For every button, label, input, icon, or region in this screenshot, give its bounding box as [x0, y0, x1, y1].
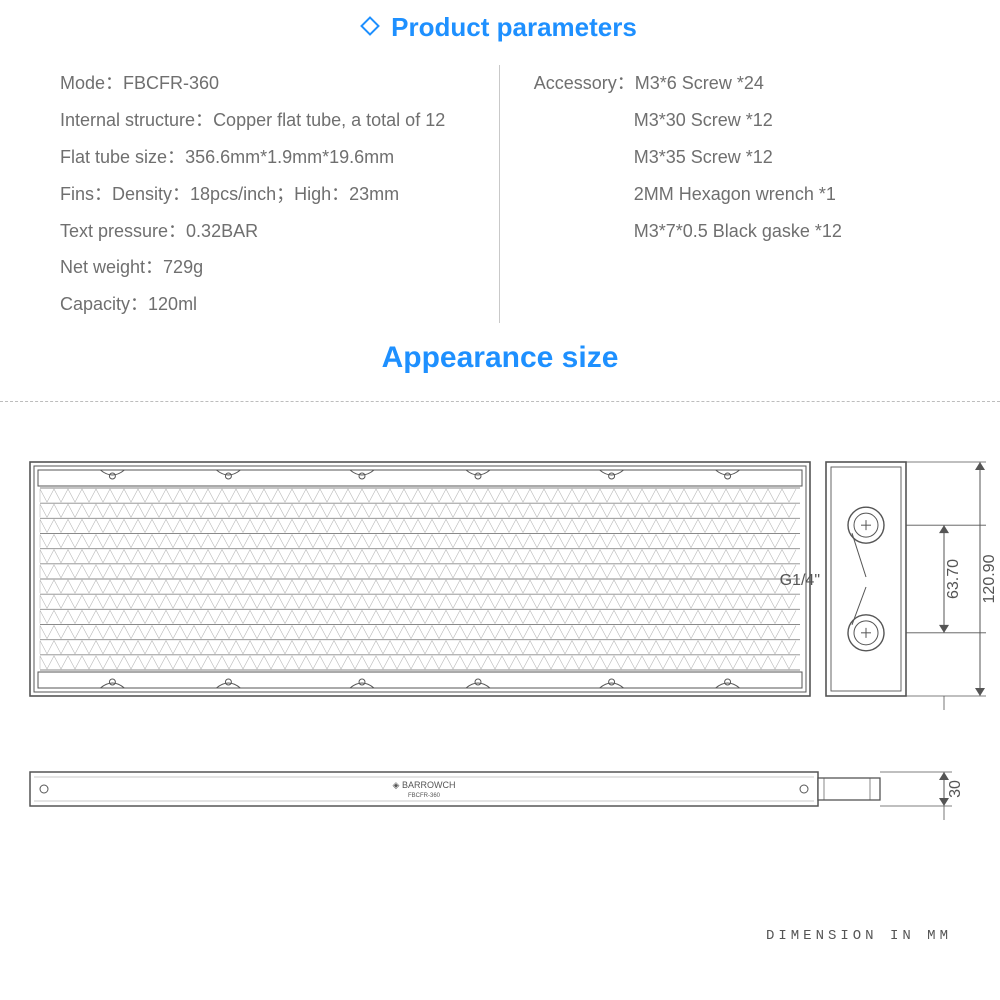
value: 729g: [163, 257, 203, 277]
label: Internal structure：: [60, 110, 213, 130]
svg-text:30: 30: [947, 780, 964, 798]
spec-accessory: Accessory：M3*6 Screw *24: [534, 65, 940, 102]
value: FBCFR-360: [123, 73, 219, 93]
value: 120ml: [148, 294, 197, 314]
spec-internal: Internal structure：Copper flat tube, a t…: [60, 102, 499, 139]
spec-mode: Mode：FBCFR-360: [60, 65, 499, 102]
params-left-column: Mode：FBCFR-360 Internal structure：Copper…: [60, 65, 499, 323]
accessory-item: M3*35 Screw *12: [534, 139, 940, 176]
label: Net weight：: [60, 257, 163, 277]
label: Fins：: [60, 184, 112, 204]
value: M3*30 Screw *12: [634, 110, 773, 130]
spec-fins: Fins：Density：18pcs/inch；High：23mm: [60, 176, 499, 213]
svg-text:63.70: 63.70: [945, 559, 962, 599]
spec-pressure: Text pressure：0.32BAR: [60, 213, 499, 250]
appearance-title: Appearance size: [0, 341, 1000, 375]
spec-weight: Net weight：729g: [60, 249, 499, 286]
value: M3*35 Screw *12: [634, 147, 773, 167]
value: 2MM Hexagon wrench *1: [634, 184, 836, 204]
spec-flat: Flat tube size：356.6mm*1.9mm*19.6mm: [60, 139, 499, 176]
spec-capacity: Capacity：120ml: [60, 286, 499, 323]
header-title: Product parameters: [391, 12, 637, 42]
value: 0.32BAR: [186, 221, 258, 241]
value: 356.6mm*1.9mm*19.6mm: [185, 147, 394, 167]
accessory-item: M3*30 Screw *12: [534, 102, 940, 139]
svg-text:FBCFR-360: FBCFR-360: [408, 793, 441, 799]
value: Copper flat tube, a total of 12: [213, 110, 445, 130]
svg-text:120.90: 120.90: [981, 555, 998, 604]
accessory-item: M3*7*0.5 Black gaske *12: [534, 213, 940, 250]
label: Accessory：: [534, 73, 635, 93]
svg-text:◈ BARROWCH: ◈ BARROWCH: [393, 780, 456, 790]
params-right-column: Accessory：M3*6 Screw *24 M3*30 Screw *12…: [499, 65, 940, 323]
technical-drawing: G1/4" 63.70 120.90 ◈ BARROWCH FBCFR-360 30: [0, 402, 1000, 962]
label: Flat tube size：: [60, 147, 185, 167]
label: Capacity：: [60, 294, 148, 314]
parameters-block: Mode：FBCFR-360 Internal structure：Copper…: [0, 43, 1000, 333]
value: M3*7*0.5 Black gaske *12: [634, 221, 842, 241]
svg-text:G1/4": G1/4": [780, 572, 820, 589]
label: Mode：: [60, 73, 123, 93]
value: M3*6 Screw *24: [635, 73, 764, 93]
value: Density：18pcs/inch；High：23mm: [112, 184, 399, 204]
header: Product parameters: [0, 0, 1000, 43]
accessory-item: 2MM Hexagon wrench *1: [534, 176, 940, 213]
diamond-icon: [360, 16, 380, 36]
label: Text pressure：: [60, 221, 186, 241]
diagram-area: G1/4" 63.70 120.90 ◈ BARROWCH FBCFR-360 30 DI…: [0, 402, 1000, 962]
dimension-unit-label: DIMENSION IN MM: [766, 928, 952, 944]
